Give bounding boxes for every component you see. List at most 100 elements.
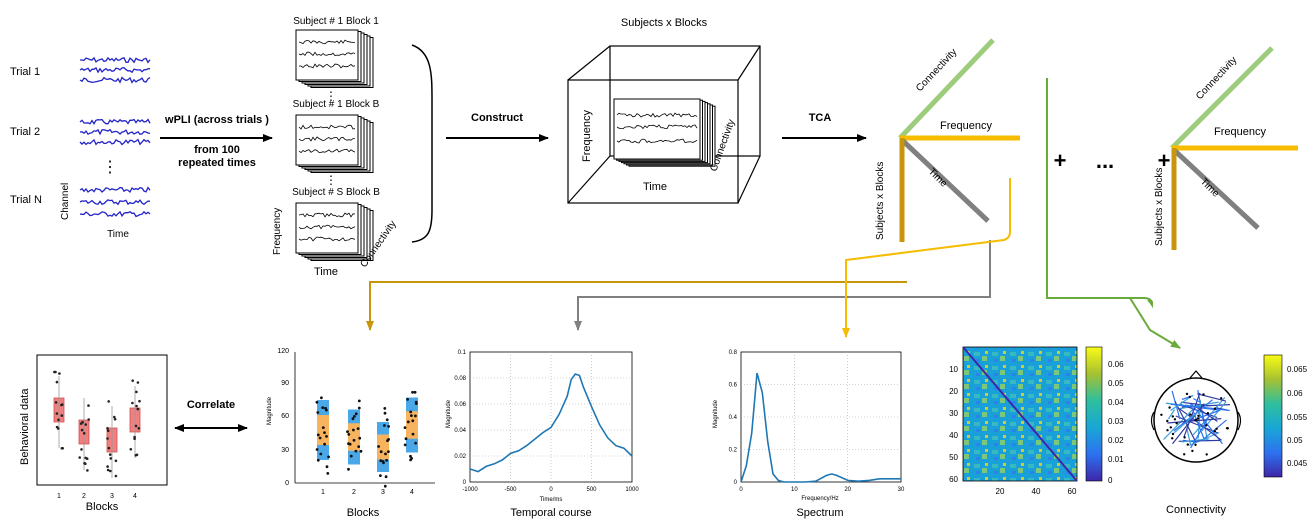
electrode-dot <box>1196 417 1200 420</box>
blocks-vdots-1: ⋮ <box>325 89 337 103</box>
matrix-xtick-20: 20 <box>996 487 1005 496</box>
spectrum-title: Spectrum <box>796 507 843 519</box>
blocks-point <box>384 475 388 479</box>
spectrum-xtick: 0 <box>739 487 743 493</box>
blocks-xtick-3: 3 <box>381 489 385 496</box>
colorbar-1 <box>1085 346 1103 482</box>
behavioral-point <box>86 469 89 472</box>
spectrum-ytick: 0.2 <box>729 448 738 454</box>
comp1-frequency-label: Frequency <box>940 120 992 132</box>
behavioral-point <box>84 423 87 426</box>
blocks-point <box>319 452 323 456</box>
blocks-xtick-1: 1 <box>321 489 325 496</box>
blocks-point <box>379 474 382 477</box>
block-trace-1-2 <box>298 51 356 57</box>
matrix-xtick-60: 60 <box>1068 487 1077 496</box>
blocks-point <box>381 460 385 463</box>
cbar1-tick-004: 0.04 <box>1108 398 1124 407</box>
behavioral-point <box>58 372 61 375</box>
tca-component-r: Connectivity Frequency Time Subjects x B… <box>1154 46 1298 250</box>
behavioral-point <box>85 457 89 461</box>
connection-line <box>1189 404 1206 442</box>
behavioral-point <box>134 424 138 428</box>
temporal-xtick: 500 <box>586 487 597 493</box>
spectrum-xtick: 10 <box>791 487 798 493</box>
blocks-point <box>379 459 383 463</box>
tensor-slab-0 <box>613 98 701 160</box>
blocks-point <box>323 431 326 434</box>
blocks-point <box>411 432 415 436</box>
blocks-point <box>316 433 320 437</box>
connectivity-title: Connectivity <box>1166 504 1226 516</box>
electrode-dot <box>1195 418 1198 422</box>
connection-line <box>1190 414 1211 449</box>
blocks-point <box>326 472 330 475</box>
routing-arrows <box>366 78 1180 348</box>
connection-line <box>1173 399 1213 432</box>
blocks-point <box>409 454 412 458</box>
blocks-point <box>358 436 362 440</box>
blocks-point <box>321 406 325 409</box>
blocks-point <box>414 441 417 445</box>
temporal-ytick: 0 <box>463 480 467 486</box>
compR-subjects-label: Subjects x Blocks <box>1154 168 1165 246</box>
electrode-dot <box>1215 427 1218 430</box>
block-trace-3-1 <box>298 212 356 218</box>
tensor-time-label: Time <box>643 181 667 193</box>
electrode-dot <box>1173 418 1177 421</box>
eeg-trace-2 <box>79 66 151 74</box>
comp1-subjects-label: Subjects x Blocks <box>875 162 886 240</box>
trials-group: Trial 1 Trial 2 Trial N ⋮ Channel Time <box>10 56 151 240</box>
blocks-point <box>325 435 328 438</box>
electrode-dot <box>1191 449 1194 453</box>
temporal-series-line <box>469 373 633 473</box>
connection-line <box>1186 428 1192 445</box>
electrode-dot <box>1226 427 1230 430</box>
blocks-point <box>411 390 414 394</box>
blocks-inner-1 <box>317 415 329 445</box>
electrode-dot <box>1183 453 1186 456</box>
eeg-traces <box>79 56 151 218</box>
ellipsis: ... <box>1096 148 1114 173</box>
connection-line <box>1197 393 1227 402</box>
green-route <box>1046 78 1180 348</box>
blocks-point <box>356 427 360 430</box>
blocks-point <box>383 411 387 415</box>
blocks-point <box>351 417 355 421</box>
blocks-point <box>318 436 322 440</box>
behavioral-panel: Behavioral data Blocks 1 2 3 4 <box>19 354 168 513</box>
eeg-time-label: Time <box>107 229 129 240</box>
block-trace-2-3 <box>298 148 356 154</box>
behavioral-point <box>113 415 116 419</box>
block-trace-2-2 <box>298 136 355 142</box>
blocks-point <box>349 454 353 458</box>
yellow-route <box>842 178 1011 338</box>
behavioral-point <box>106 429 110 433</box>
blocks-point <box>315 448 319 451</box>
comp1-connectivity-label: Connectivity <box>914 47 959 94</box>
electrode-dot <box>1171 437 1174 440</box>
eeg-trace-6 <box>79 138 151 146</box>
eeg-trace-7 <box>79 186 151 194</box>
temporal-title: Temporal course <box>510 507 591 519</box>
connection-line <box>1179 408 1222 441</box>
block-trace-2-1 <box>298 124 356 130</box>
electrode-dot <box>1186 443 1190 446</box>
matrix-ytick-40: 40 <box>949 431 958 440</box>
connection-line <box>1197 400 1201 439</box>
blocks-point <box>357 406 361 410</box>
blocks-point <box>411 419 415 423</box>
wpli-label: wPLI (across trials ) <box>164 114 269 126</box>
behavioral-point <box>60 403 64 406</box>
plus-sign-1: + <box>1054 148 1067 173</box>
connectivity-matrix-panel: 10 20 30 40 50 60 20 40 60 0.06 0.05 0.0… <box>949 346 1124 496</box>
blocks-xtick-2: 2 <box>352 489 356 496</box>
spectrum-xlabel: Frequency/Hz <box>801 496 838 502</box>
blocks-point <box>410 457 413 460</box>
behavioral-point <box>60 414 64 417</box>
electrode-dot <box>1202 393 1205 396</box>
blocks-point <box>413 390 417 394</box>
blocks-point <box>414 414 417 418</box>
electrode-dot <box>1188 395 1192 399</box>
cbar2-tick-0045: 0.045 <box>1287 459 1308 468</box>
